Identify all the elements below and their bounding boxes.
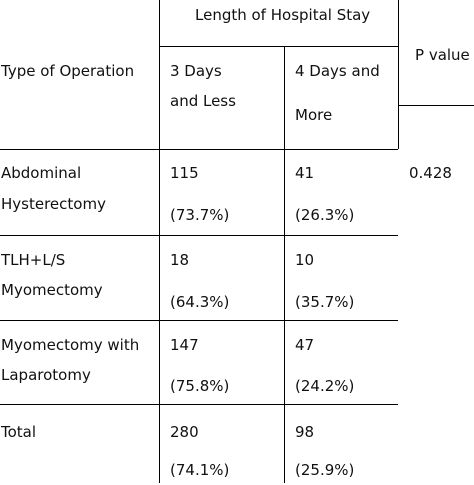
row-1-col1-count: 115: [170, 164, 199, 182]
row-2-col1-count: 18: [170, 251, 190, 269]
col-divider-1: [159, 0, 160, 483]
row-4-col2-percent: (25.9%): [295, 461, 355, 479]
row-2-name-line1: TLH+L/S: [1, 251, 66, 269]
row-4-col1-count: 280: [170, 423, 199, 441]
col1-header-line2: and Less: [170, 92, 236, 110]
row-3-name-line2: Laparotomy: [1, 366, 91, 384]
row-1-name-line1: Abdominal: [1, 164, 82, 182]
row-3-col1-percent: (75.8%): [170, 377, 230, 395]
col2-header-line1: 4 Days and: [295, 62, 380, 80]
group-header-label: Length of Hospital Stay: [195, 6, 371, 24]
row-4-name-line1: Total: [1, 423, 37, 441]
row-3-col2-count: 47: [295, 336, 315, 354]
row-1-name-line2: Hysterectomy: [1, 195, 106, 213]
row-3-col1-count: 147: [170, 336, 199, 354]
row-4-col2-count: 98: [295, 423, 315, 441]
row-1-bottom-border: [0, 235, 398, 236]
row-2-col2-count: 10: [295, 251, 315, 269]
row-4-col1-percent: (74.1%): [170, 461, 230, 479]
row-1-col1-percent: (73.7%): [170, 206, 230, 224]
p-value-underline: [398, 105, 474, 106]
row-header-label: Type of Operation: [1, 62, 135, 80]
col1-header-line1: 3 Days: [170, 62, 222, 80]
row-1-col2-percent: (26.3%): [295, 206, 355, 224]
row-2-col2-percent: (35.7%): [295, 293, 355, 311]
row-3-bottom-border: [0, 404, 398, 405]
row-3-name-line1: Myomectomy with: [1, 336, 140, 354]
col-divider-2: [284, 46, 285, 483]
col-divider-3: [398, 0, 399, 149]
row-2-name-line2: Myomectomy: [1, 281, 103, 299]
header-group-underline: [159, 46, 399, 47]
row-1-p-value: 0.428: [409, 164, 452, 182]
p-value-header: P value: [415, 46, 470, 64]
row-2-bottom-border: [0, 320, 398, 321]
row-2-col1-percent: (64.3%): [170, 293, 230, 311]
row-3-col2-percent: (24.2%): [295, 377, 355, 395]
col2-header-line2: More: [295, 106, 333, 124]
row-1-col2-count: 41: [295, 164, 315, 182]
header-bottom-border: [0, 149, 398, 150]
